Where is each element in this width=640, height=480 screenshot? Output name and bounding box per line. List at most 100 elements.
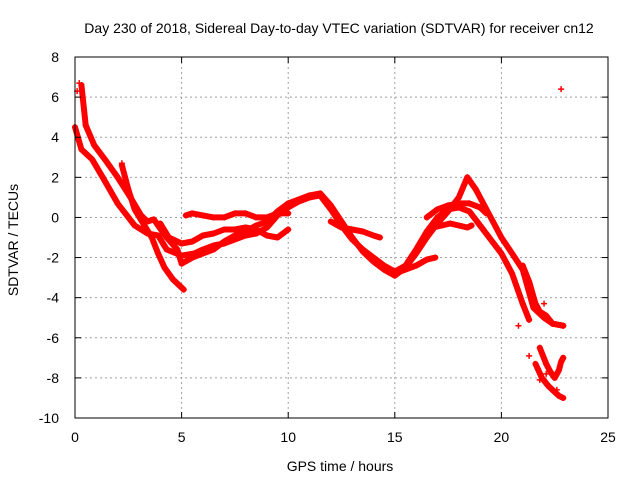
data-point (359, 248, 366, 255)
x-tick-label: 0 (71, 429, 79, 445)
data-point (161, 264, 168, 271)
data-point (543, 360, 550, 367)
data-point (263, 232, 270, 239)
data-point (402, 266, 409, 273)
data-point (242, 210, 249, 217)
data-point (285, 200, 292, 207)
data-point (551, 374, 558, 381)
data-point (231, 232, 238, 239)
data-point (413, 262, 420, 269)
data-point (99, 174, 106, 181)
data-point (447, 220, 454, 227)
data-point (253, 214, 260, 221)
data-point (526, 352, 533, 359)
data-point (131, 206, 138, 213)
data-point (519, 300, 526, 307)
data-point (199, 232, 206, 239)
x-tick-label: 20 (494, 429, 510, 445)
data-point (263, 214, 270, 221)
data-point (140, 220, 147, 227)
data-point (438, 222, 445, 229)
data-point (381, 266, 388, 273)
data-point (560, 322, 567, 329)
data-point (498, 234, 505, 241)
data-point (91, 142, 98, 149)
data-point (558, 358, 565, 365)
data-point (210, 230, 217, 237)
data-point (455, 200, 462, 207)
data-point (263, 224, 270, 231)
data-point (558, 86, 565, 93)
data-point (445, 202, 452, 209)
data-point (455, 194, 462, 201)
data-point (532, 300, 539, 307)
x-tick-label: 5 (178, 429, 186, 445)
data-point (445, 208, 452, 215)
data-point (114, 174, 121, 181)
data-point (82, 122, 89, 129)
data-point (178, 240, 185, 247)
data-point (543, 370, 550, 377)
data-point (274, 210, 281, 217)
data-point (526, 316, 533, 323)
data-point (131, 222, 138, 229)
data-point (242, 224, 249, 231)
data-point (182, 212, 189, 219)
data-point (432, 254, 439, 261)
data-point (189, 238, 196, 245)
data-point (455, 222, 462, 229)
data-point (327, 218, 334, 225)
y-tick-label: -4 (47, 290, 60, 306)
chart-title: Day 230 of 2018, Sidereal Day-to-day VTE… (84, 20, 594, 36)
axis-ticks (74, 56, 609, 419)
data-point (560, 354, 567, 361)
data-point (549, 320, 556, 327)
data-point (157, 220, 164, 227)
y-tick-label: 6 (51, 89, 59, 105)
data-point (536, 308, 543, 315)
data-point (174, 246, 181, 253)
data-point (477, 204, 484, 211)
data-point (547, 368, 554, 375)
data-point (231, 210, 238, 217)
data-point (430, 224, 437, 231)
x-tick-label: 10 (280, 429, 296, 445)
data-point (274, 234, 281, 241)
data-point (370, 232, 377, 239)
data-point (170, 276, 177, 283)
data-point (515, 322, 522, 329)
data-point (231, 226, 238, 233)
data-point (253, 226, 260, 233)
data-point (464, 174, 471, 181)
x-axis-label: GPS time / hours (287, 458, 394, 474)
data-point (101, 156, 108, 163)
data-point (148, 234, 155, 241)
data-point (78, 146, 85, 153)
series-band-track-c (118, 162, 187, 293)
series-band-track-b (78, 82, 567, 329)
data-point (155, 250, 162, 257)
data-point (555, 366, 562, 373)
data-point (509, 270, 516, 277)
data-point (483, 210, 490, 217)
data-point (285, 210, 292, 217)
data-point (221, 214, 228, 221)
data-point (180, 286, 187, 293)
data-point (114, 200, 121, 207)
data-point (155, 232, 162, 239)
data-point (519, 262, 526, 269)
data-point (555, 392, 562, 399)
data-point (165, 234, 172, 241)
data-point (543, 312, 550, 319)
data-point (545, 382, 552, 389)
data-point (327, 202, 334, 209)
data-point (376, 234, 383, 241)
data-point (477, 222, 484, 229)
tick-labels: 0 5 10 15 20 25 -10 -8 -6 -4 -2 0 2 4 6 8 (39, 49, 616, 445)
data-point (150, 216, 157, 223)
data-point (560, 394, 567, 401)
data-point (526, 278, 533, 285)
data-point (199, 212, 206, 219)
y-axis-label: SDTVAR / TECUs (5, 184, 21, 296)
data-point (472, 186, 479, 193)
